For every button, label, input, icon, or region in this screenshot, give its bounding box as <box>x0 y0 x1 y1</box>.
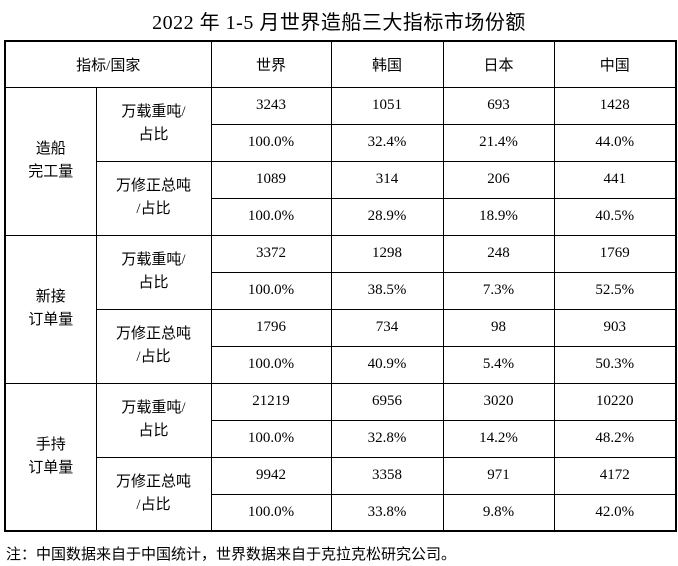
group-label-line: 完工量 <box>28 164 74 180</box>
value-cell: 1428 <box>553 86 677 125</box>
metric-label-dwt: 万载重吨/ 占比 <box>95 382 212 458</box>
value-cell: 441 <box>553 160 677 199</box>
value-cell: 3358 <box>330 456 444 495</box>
share-cell: 5.4% <box>442 345 555 384</box>
share-cell: 18.9% <box>442 197 555 236</box>
share-cell: 33.8% <box>330 493 444 532</box>
metric-label-line: 万载重吨/ <box>121 252 186 268</box>
share-cell: 48.2% <box>553 419 677 458</box>
metric-label-dwt: 万载重吨/ 占比 <box>95 234 212 310</box>
value-cell: 1769 <box>553 234 677 273</box>
metric-label-line: 万修正总吨 <box>115 178 191 194</box>
share-cell: 100.0% <box>210 345 332 384</box>
metric-label-line: /占比 <box>136 496 171 513</box>
table-row: 万修正总吨 /占比 9942 3358 971 4172 <box>5 456 677 532</box>
header-japan: 日本 <box>442 40 555 88</box>
metric-label-line: 占比 <box>138 423 169 439</box>
value-cell: 206 <box>442 160 555 199</box>
group-label-new-orders: 新接 订单量 <box>4 234 97 384</box>
header-world: 世界 <box>210 40 332 88</box>
table-row: 新接 订单量 万载重吨/ 占比 3372 1298 248 1769 <box>4 234 677 384</box>
value-cell: 10220 <box>553 382 677 421</box>
metric-label-line: /占比 <box>136 201 171 217</box>
value-cell: 98 <box>442 308 555 347</box>
group-label-backlog: 手持 订单量 <box>4 382 97 532</box>
value-cell: 1051 <box>330 86 444 125</box>
value-cell: 3372 <box>210 234 332 273</box>
table-row: 100.0% 40.9% 5.4% 50.3% <box>5 345 677 384</box>
value-cell: 3020 <box>442 382 555 421</box>
share-cell: 14.2% <box>442 419 555 458</box>
share-cell: 100.0% <box>210 123 332 162</box>
metric-label-line: 万修正总吨 <box>115 473 191 490</box>
table-row: 造船 完工量 万载重吨/ 占比 3243 1051 693 1428 <box>4 86 677 236</box>
metric-label-dwt: 万载重吨/ 占比 <box>95 86 212 162</box>
share-cell: 100.0% <box>210 271 332 310</box>
metric-label-cgt: 万修正总吨 /占比 <box>95 456 212 532</box>
header-korea: 韩国 <box>330 40 444 88</box>
group-label-line: 手持 <box>35 436 66 453</box>
header-indicator-country: 指标/国家 <box>4 40 212 88</box>
value-cell: 1089 <box>210 160 332 199</box>
group-label-completions: 造船 完工量 <box>4 86 97 236</box>
value-cell: 734 <box>330 308 444 347</box>
share-cell: 44.0% <box>553 123 677 162</box>
metric-label-cgt: 万修正总吨 /占比 <box>95 160 212 236</box>
table-row: 万修正总吨 /占比 1089 314 206 441 <box>5 160 677 236</box>
group-label-line: 订单量 <box>28 312 74 328</box>
table-row: 100.0% 32.4% 21.4% 44.0% <box>5 123 677 162</box>
table-row: 万修正总吨 /占比 1796 734 98 903 <box>5 308 677 384</box>
share-cell: 52.5% <box>553 271 677 310</box>
share-cell: 9.8% <box>442 493 555 532</box>
market-share-table: 指标/国家 世界 韩国 日本 中国 造船 完工量 万载重吨/ 占比 3243 1… <box>4 40 677 532</box>
share-cell: 100.0% <box>210 419 332 458</box>
share-cell: 32.8% <box>330 419 444 458</box>
share-cell: 32.4% <box>330 123 444 162</box>
share-cell: 50.3% <box>553 345 677 384</box>
metric-label-line: 万载重吨/ <box>121 104 186 120</box>
value-cell: 903 <box>553 308 677 347</box>
metric-label-line: /占比 <box>136 349 171 365</box>
share-cell: 28.9% <box>330 197 444 236</box>
metric-label-line: 万修正总吨 <box>115 326 191 342</box>
share-cell: 100.0% <box>210 197 332 236</box>
group-label-line: 新接 <box>35 289 66 305</box>
header-china: 中国 <box>553 40 677 88</box>
share-cell: 21.4% <box>442 123 555 162</box>
share-cell: 7.3% <box>442 271 555 310</box>
metric-label-line: 万载重吨/ <box>121 400 186 416</box>
value-cell: 6956 <box>330 382 444 421</box>
table-row: 100.0% 38.5% 7.3% 52.5% <box>5 271 677 310</box>
value-cell: 971 <box>442 456 555 495</box>
share-cell: 38.5% <box>330 271 444 310</box>
value-cell: 314 <box>330 160 444 199</box>
share-cell: 40.9% <box>330 345 444 384</box>
share-cell: 40.5% <box>553 197 677 236</box>
value-cell: 248 <box>442 234 555 273</box>
value-cell: 9942 <box>210 456 332 495</box>
metric-label-cgt: 万修正总吨 /占比 <box>95 308 212 384</box>
value-cell: 3243 <box>210 86 332 125</box>
footnote: 注：中国数据来自于中国统计，世界数据来自于克拉克松研究公司。 <box>6 547 457 563</box>
share-cell: 100.0% <box>210 493 332 532</box>
metric-label-line: 占比 <box>138 275 169 291</box>
table-row: 100.0% 28.9% 18.9% 40.5% <box>5 197 677 236</box>
value-cell: 1298 <box>330 234 444 273</box>
group-label-line: 造船 <box>35 141 66 157</box>
value-cell: 4172 <box>553 456 677 495</box>
value-cell: 21219 <box>210 382 332 421</box>
group-label-line: 订单量 <box>28 459 74 476</box>
share-cell: 42.0% <box>553 493 677 532</box>
page-title: 2022 年 1-5 月世界造船三大指标市场份额 <box>152 12 526 34</box>
metric-label-line: 占比 <box>138 127 169 143</box>
value-cell: 693 <box>442 86 555 125</box>
value-cell: 1796 <box>210 308 332 347</box>
table-row: 100.0% 32.8% 14.2% 48.2% <box>5 419 677 458</box>
table-header-row: 指标/国家 世界 韩国 日本 中国 <box>4 40 677 88</box>
table-row: 100.0% 33.8% 9.8% 42.0% <box>5 493 677 532</box>
table-row: 手持 订单量 万载重吨/ 占比 21219 6956 3020 10220 <box>4 382 677 532</box>
